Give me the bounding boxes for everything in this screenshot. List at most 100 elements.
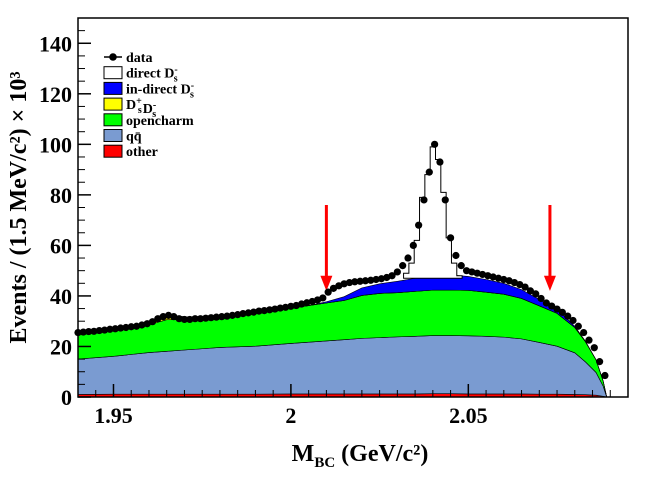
y-axis-title: Events / (1.5 MeV/c²) × 10³ <box>6 71 32 343</box>
x-tick-label: 2.05 <box>449 403 488 428</box>
data-point <box>596 358 604 366</box>
y-tick-label: 20 <box>50 334 72 359</box>
signal-window-arrow-right <box>543 204 556 291</box>
data-point <box>532 290 540 298</box>
data-point <box>95 326 103 335</box>
data-point <box>324 288 332 296</box>
data-point <box>345 278 354 287</box>
y-tick-label: 80 <box>50 183 72 208</box>
data-point <box>122 323 130 332</box>
legend-entry-direct-d: direct D-s <box>103 65 178 85</box>
legend-entry-other: other <box>103 144 158 160</box>
data-point <box>553 305 561 313</box>
data-point <box>542 299 550 307</box>
data-point <box>218 313 226 321</box>
data-point <box>388 272 396 280</box>
data-point <box>127 323 135 331</box>
y-tick-label: 100 <box>39 132 72 157</box>
data-point <box>590 344 598 352</box>
data-point <box>228 311 236 319</box>
data-point <box>526 287 535 295</box>
legend-entry-data: data <box>104 51 152 66</box>
data-point <box>569 316 577 325</box>
data-point <box>106 325 114 333</box>
data-point <box>250 308 258 316</box>
data-point <box>585 336 593 344</box>
data-point <box>446 234 455 242</box>
data-point <box>116 324 125 332</box>
data-point <box>101 326 109 334</box>
data-point <box>356 277 364 285</box>
direct-ds-signal-peak <box>403 146 463 279</box>
data-point <box>521 283 529 291</box>
signal-window-arrow-left <box>320 204 333 291</box>
axes: 0 20 40 60 80 100 120 140 1.95 2 2.05 <box>39 17 629 428</box>
data-point <box>415 221 423 229</box>
data-point <box>287 302 295 310</box>
data-point <box>457 262 465 270</box>
data-point <box>186 315 194 324</box>
data-point <box>281 303 290 311</box>
data-point <box>436 158 444 166</box>
data-point <box>148 318 157 326</box>
data-point <box>175 315 183 323</box>
data-point <box>85 327 93 336</box>
legend-swatch <box>103 144 123 158</box>
x-axis-title: MBC (GeV/c²) <box>292 441 429 471</box>
signal-window-arrows <box>320 204 556 291</box>
data-point <box>244 309 252 317</box>
data-point <box>399 262 407 270</box>
data-point <box>361 277 370 285</box>
data-point <box>393 268 401 276</box>
y-tick-label: 120 <box>39 82 72 107</box>
data-point <box>564 312 572 320</box>
legend-entry-opencharm: opencharm <box>103 113 194 129</box>
legend-label: data <box>126 51 152 66</box>
legend-swatch <box>103 113 123 127</box>
legend-label: in-direct D-s <box>126 80 194 100</box>
data-point <box>196 315 205 323</box>
data-point <box>319 294 327 302</box>
data-point <box>372 275 380 284</box>
data-point <box>191 315 199 323</box>
data-point <box>276 304 284 312</box>
legend-swatch <box>103 66 123 80</box>
data-point <box>548 302 556 310</box>
arrow-head <box>320 275 333 291</box>
data-point <box>367 276 375 284</box>
data-point <box>239 310 247 318</box>
data-point <box>580 328 588 337</box>
data-point <box>452 251 460 260</box>
x-tick-label: 1.95 <box>94 403 133 428</box>
legend-entry-qq: qq̄ <box>103 129 142 145</box>
data-point <box>212 313 220 321</box>
data-point <box>234 311 242 319</box>
legend-label: direct D-s <box>126 65 178 85</box>
data-point <box>260 306 268 315</box>
legend-marker-dot <box>109 53 117 61</box>
data-point <box>266 306 274 314</box>
data-point <box>431 140 439 148</box>
legend-swatch <box>103 81 123 95</box>
y-tick-label: 0 <box>61 385 72 410</box>
legend-swatch <box>103 129 123 142</box>
data-point <box>180 315 189 324</box>
data-point <box>537 294 545 303</box>
data-point <box>425 168 433 176</box>
data-point <box>574 322 582 330</box>
y-tick-label: 140 <box>39 31 72 56</box>
data-point <box>351 278 359 286</box>
legend-swatch <box>103 97 123 111</box>
data-point <box>271 305 279 313</box>
data-point <box>404 254 412 262</box>
legend-label: qq̄ <box>126 130 142 145</box>
direct-ds-peak <box>403 146 463 279</box>
data-points <box>74 140 609 380</box>
data-point <box>420 196 428 204</box>
data-point <box>409 241 417 249</box>
stacked-histograms <box>77 274 608 398</box>
legend-label: other <box>126 145 158 160</box>
arrow-head <box>543 275 556 291</box>
